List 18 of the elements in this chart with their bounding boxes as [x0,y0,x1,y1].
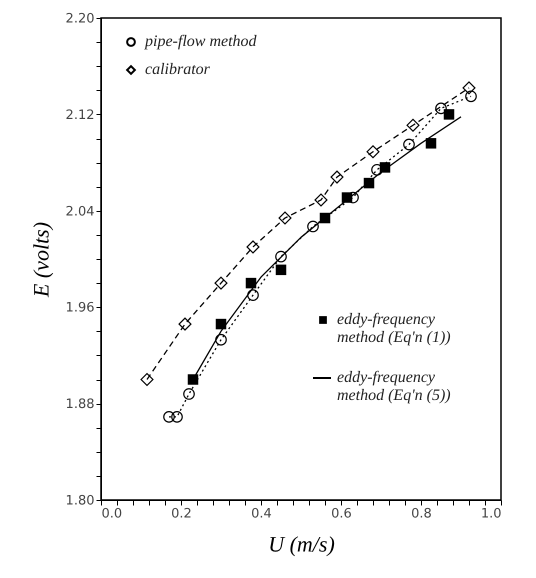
y-tick-label: 2.04 [66,204,94,220]
y-tick-label: 2.20 [66,12,94,26]
legend-label: pipe-flow method [144,33,258,50]
x-tick-label: 0.0 [102,506,122,522]
y-tick-label: 1.80 [66,494,94,508]
x-tick-label: 0.4 [251,506,272,522]
y-tick-label: 2.12 [66,108,94,123]
legend-label: calibrator [145,61,211,78]
x-tick-label: 0.8 [411,506,432,522]
x-axis-title: U (m/s) [268,532,335,556]
y-tick-label: 1.88 [66,397,94,412]
y-tick-label: 1.96 [66,300,94,316]
x-tick-label: 1.0 [480,506,502,522]
x-tick-label: 0.6 [331,506,352,522]
y-axis-title: E (volts) [28,222,54,298]
legend-label: eddy-frequency method (Eq'n (1)) [337,311,451,346]
legend-label: eddy-frequency method (Eq'n (5)) [337,369,451,404]
x-tick-label: 0.2 [171,506,192,522]
